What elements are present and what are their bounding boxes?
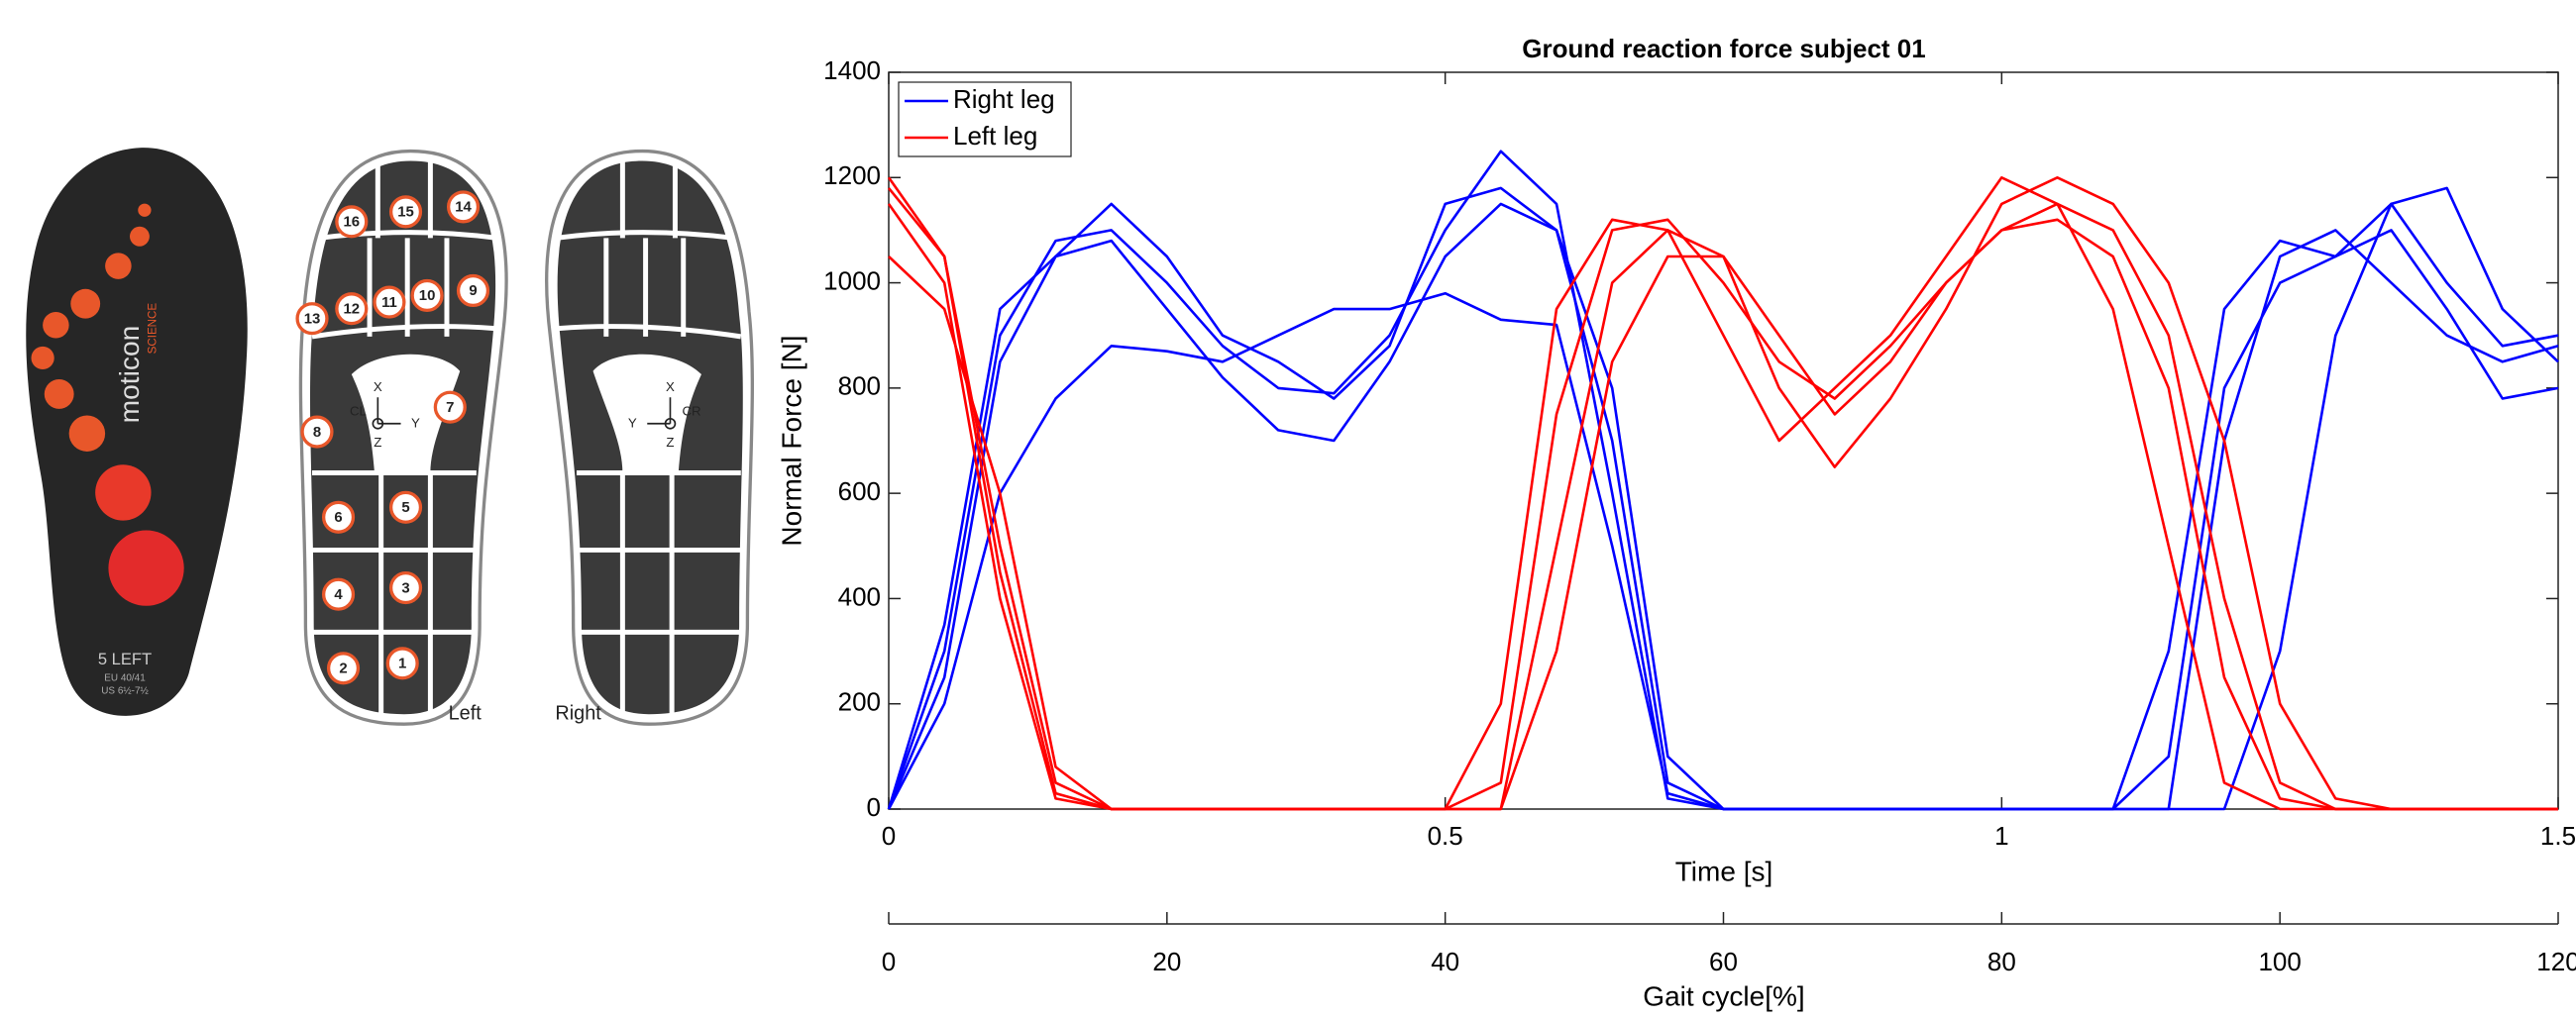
sensor-number: 5 [401,499,409,516]
sensor [335,292,369,326]
size-eu: EU 40/41 [104,672,146,683]
sensor-number: 15 [397,204,414,221]
x2-axis-label: Gait cycle[%] [1643,980,1804,1011]
y-tick-label: 1400 [823,55,881,85]
sensor-number: 3 [401,579,409,596]
plot-frame [888,71,2559,810]
brand: moticon [113,326,145,424]
sensor [373,285,406,319]
axis-cr: CR [682,404,700,419]
sensor-number: 4 [334,586,343,603]
chart: Ground reaction force subject 01 Time [s… [776,34,2576,1012]
sensor [388,570,423,605]
sensor [300,415,334,449]
sensor [446,190,481,224]
force-line [887,186,2559,811]
y-tick-label: 400 [838,581,881,611]
x2-tick-label: 60 [1709,947,1738,976]
sensor-number: 16 [344,214,361,231]
y-tick-label: 800 [838,371,881,401]
axes-left: X Y Z CL X Y Z CR [350,379,701,450]
chart-title: Ground reaction force subject 01 [1522,34,1925,63]
sensor-number: 14 [455,199,472,216]
y-tick-label: 0 [867,792,881,822]
sensor [335,205,369,239]
sensor [433,390,467,424]
legend-label: Left leg [953,121,1037,151]
x2-tick-label: 120 [2536,947,2576,976]
sensor-number: 10 [419,287,436,304]
sensor-number: 12 [344,300,361,317]
axis-cl: CL [350,404,367,419]
sensor [321,577,356,611]
axis-z: Z [374,435,381,450]
sensor-number: 2 [339,661,347,677]
y-tick-label: 1200 [823,160,881,190]
x2-tick-label: 0 [882,947,896,976]
axis-x: X [374,379,382,394]
sensor [295,302,329,336]
x2-tick-label: 100 [2258,947,2301,976]
x2-tick-label: 20 [1152,947,1181,976]
x-tick-label: 0 [882,821,896,851]
sensor-number: 13 [304,310,321,327]
y-tick-label: 1000 [823,265,881,295]
size-label: 5 LEFT [98,650,152,668]
x-tick-label: 1 [1994,821,2008,851]
sensor-number: 6 [334,509,342,526]
sensor [410,278,444,313]
axis-y: Y [411,415,420,430]
sensor-number: 11 [381,294,397,311]
axis-x: X [666,379,675,394]
legend-label: Right leg [953,84,1055,114]
axis-y: Y [628,415,637,430]
size-us: US 6½-7½ [101,686,149,697]
axis-z: Z [666,435,674,450]
y-tick-label: 200 [838,687,881,717]
x-axis-label: Time [s] [1675,856,1773,886]
x-tick-label: 1.5 [2540,821,2576,851]
y-axis-label: Normal Force [N] [776,335,806,546]
x2-tick-label: 40 [1431,947,1459,976]
sensor [388,490,423,524]
force-line [887,187,2558,811]
sensor [326,652,361,685]
sensor-number: 1 [398,656,406,672]
insole-illustration: moticon SCIENCE 5 LEFT EU 40/41 US 6½-7½… [26,148,752,724]
sensor-number: 9 [469,282,477,299]
brand-sub: SCIENCE [146,303,159,355]
sensor [321,500,356,534]
sensor [385,647,419,680]
x-tick-label: 0.5 [1428,821,1463,851]
right-sole [547,152,753,725]
sensor-number: 7 [446,399,454,416]
sensor-number: 8 [313,424,321,441]
side-label: Left [449,702,483,724]
y-tick-label: 600 [838,476,881,506]
side-label: Right [555,702,601,724]
sensor [456,273,490,308]
pressure-dots [31,203,184,606]
x2-tick-label: 80 [1987,947,2016,976]
sensor [388,195,423,229]
force-line [887,229,2559,811]
legend-box [898,81,1072,157]
